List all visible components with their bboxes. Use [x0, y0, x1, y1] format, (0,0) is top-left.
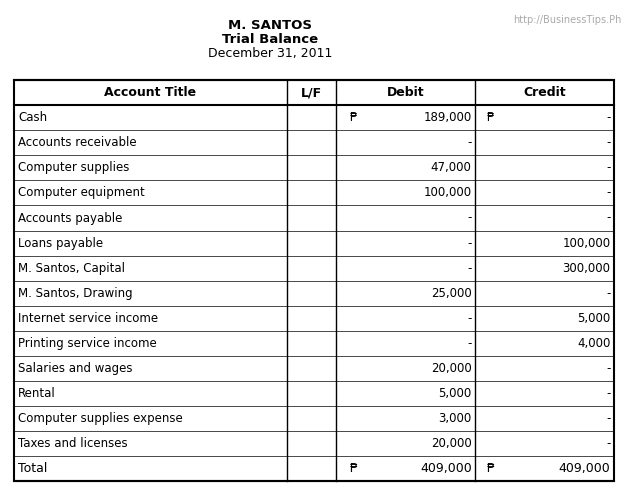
Text: -: -: [606, 161, 610, 174]
Text: 4,000: 4,000: [577, 337, 610, 350]
Text: Accounts receivable: Accounts receivable: [18, 136, 137, 149]
Text: December 31, 2011: December 31, 2011: [208, 47, 332, 59]
Text: Computer supplies: Computer supplies: [18, 161, 129, 174]
Text: Computer equipment: Computer equipment: [18, 187, 145, 199]
Text: M. Santos, Capital: M. Santos, Capital: [18, 262, 125, 275]
Text: -: -: [606, 362, 610, 375]
Text: Printing service income: Printing service income: [18, 337, 157, 350]
Text: -: -: [606, 287, 610, 299]
Text: Credit: Credit: [524, 86, 566, 99]
Text: 409,000: 409,000: [420, 462, 472, 475]
Text: Salaries and wages: Salaries and wages: [18, 362, 133, 375]
Text: -: -: [467, 337, 472, 350]
Text: M. Santos, Drawing: M. Santos, Drawing: [18, 287, 133, 299]
Text: Cash: Cash: [18, 111, 47, 124]
Text: 47,000: 47,000: [431, 161, 472, 174]
Text: Trial Balance: Trial Balance: [222, 33, 318, 46]
Text: 20,000: 20,000: [431, 437, 472, 450]
Text: -: -: [467, 262, 472, 275]
Text: -: -: [606, 136, 610, 149]
Text: Total: Total: [18, 462, 48, 475]
Text: ₱: ₱: [350, 111, 357, 124]
Text: 5,000: 5,000: [577, 312, 610, 325]
Bar: [14, 80, 614, 481]
Text: 100,000: 100,000: [424, 187, 472, 199]
Text: Debit: Debit: [387, 86, 425, 99]
Text: -: -: [606, 111, 610, 124]
Text: -: -: [606, 211, 610, 225]
Text: 100,000: 100,000: [562, 237, 610, 249]
Text: ₱: ₱: [487, 462, 495, 475]
Text: Computer supplies expense: Computer supplies expense: [18, 412, 183, 425]
Text: Internet service income: Internet service income: [18, 312, 158, 325]
Text: -: -: [467, 312, 472, 325]
Text: -: -: [467, 211, 472, 225]
Text: 5,000: 5,000: [438, 387, 472, 400]
Text: -: -: [467, 136, 472, 149]
Text: M. SANTOS: M. SANTOS: [228, 19, 312, 32]
Text: Loans payable: Loans payable: [18, 237, 104, 249]
Text: 20,000: 20,000: [431, 362, 472, 375]
Text: -: -: [606, 187, 610, 199]
Text: ₱: ₱: [487, 111, 494, 124]
Text: Rental: Rental: [18, 387, 56, 400]
Text: -: -: [467, 237, 472, 249]
Text: 3,000: 3,000: [438, 412, 472, 425]
Text: 409,000: 409,000: [559, 462, 610, 475]
Text: 300,000: 300,000: [563, 262, 610, 275]
Text: 189,000: 189,000: [423, 111, 472, 124]
Text: -: -: [606, 387, 610, 400]
Text: -: -: [606, 412, 610, 425]
Text: http://BusinessTips.Ph: http://BusinessTips.Ph: [513, 15, 622, 25]
Text: Accounts payable: Accounts payable: [18, 211, 122, 225]
Text: -: -: [606, 437, 610, 450]
Text: ₱: ₱: [350, 462, 358, 475]
Text: 25,000: 25,000: [431, 287, 472, 299]
Text: L/F: L/F: [301, 86, 322, 99]
Text: Taxes and licenses: Taxes and licenses: [18, 437, 128, 450]
Text: Account Title: Account Title: [104, 86, 197, 99]
